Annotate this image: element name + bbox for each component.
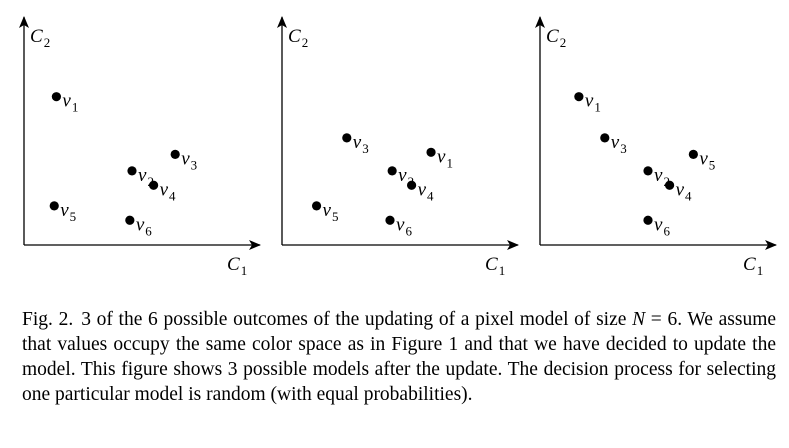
point-label-v1-subscript: 1 xyxy=(594,100,601,115)
point-label-v3-main: v xyxy=(181,148,190,169)
point-label-v2-main: v xyxy=(138,165,147,186)
point-label-v4: v4 xyxy=(160,179,176,203)
data-point-v2 xyxy=(127,166,137,176)
point-label-v1-subscript: 1 xyxy=(446,155,453,170)
point-label-v2-subscript: 2 xyxy=(147,174,154,189)
x-axis-label-subscript: 1 xyxy=(499,263,506,278)
point-label-v4-main: v xyxy=(418,179,427,200)
x-axis-label-subscript: 1 xyxy=(757,263,764,278)
point-label-v2: v2 xyxy=(654,165,670,189)
point-label-v4-main: v xyxy=(160,179,169,200)
point-label-v3-subscript: 3 xyxy=(620,141,627,156)
point-label-v1-main: v xyxy=(437,146,446,167)
point-label-v4-subscript: 4 xyxy=(685,188,692,203)
point-label-v6-subscript: 6 xyxy=(663,223,670,238)
point-label-v6: v6 xyxy=(654,214,670,238)
point-label-v3-subscript: 3 xyxy=(191,157,198,172)
point-label-v4-main: v xyxy=(676,179,685,200)
point-label-v5-subscript: 5 xyxy=(70,209,77,224)
figure-panels: C2C1v1v2v3v4v5v6C2C1v1v2v3v4v5v6C2C1v1v2… xyxy=(19,16,777,278)
point-label-v4: v4 xyxy=(676,179,692,203)
data-point-v2 xyxy=(643,166,653,176)
x-axis-label-main: C xyxy=(227,254,240,275)
point-label-v2-main: v xyxy=(398,165,407,186)
point-label-v2: v2 xyxy=(138,165,154,189)
y-axis-label: C2 xyxy=(30,26,50,50)
point-label-v3: v3 xyxy=(181,148,197,172)
y-axis-label-subscript: 2 xyxy=(44,35,51,50)
x-axis-label-main: C xyxy=(743,254,756,275)
x-axis-label-subscript: 1 xyxy=(241,263,248,278)
point-label-v1-main: v xyxy=(585,91,594,112)
point-label-v5: v5 xyxy=(60,200,76,224)
point-label-v4-subscript: 4 xyxy=(427,188,434,203)
point-label-v4-subscript: 4 xyxy=(169,188,176,203)
point-label-v1: v1 xyxy=(585,91,601,115)
point-label-v5-subscript: 5 xyxy=(709,157,716,172)
point-label-v6-main: v xyxy=(396,214,405,235)
y-axis-label: C2 xyxy=(546,26,566,50)
data-point-v1 xyxy=(574,92,584,102)
data-point-v2 xyxy=(387,166,397,176)
point-label-v6: v6 xyxy=(396,214,412,238)
point-label-v6: v6 xyxy=(136,214,152,238)
y-axis-label-subscript: 2 xyxy=(302,35,309,50)
figure-caption: Fig. 2. 3 of the 6 possible outcomes of t… xyxy=(22,307,776,407)
point-label-v3-main: v xyxy=(611,132,620,153)
point-label-v2-subscript: 2 xyxy=(663,174,670,189)
data-point-v5 xyxy=(311,201,322,211)
point-label-v5: v5 xyxy=(699,148,715,172)
point-label-v4: v4 xyxy=(418,179,434,203)
point-label-v6-main: v xyxy=(136,214,145,235)
point-label-v1-subscript: 1 xyxy=(72,100,79,115)
point-label-v3-subscript: 3 xyxy=(362,141,369,156)
y-axis-label-subscript: 2 xyxy=(560,35,567,50)
data-point-v3 xyxy=(342,133,352,143)
y-axis-label-main: C xyxy=(546,26,559,47)
data-point-v5 xyxy=(49,201,59,211)
x-axis-label: C1 xyxy=(227,254,247,278)
point-label-v6-subscript: 6 xyxy=(405,223,412,238)
caption-text-part-1: 3 of the 6 possible outcomes of the upda… xyxy=(81,309,627,330)
point-label-v3: v3 xyxy=(353,132,369,156)
y-axis-label: C2 xyxy=(288,26,308,50)
x-axis-label-main: C xyxy=(485,254,498,275)
point-label-v6-main: v xyxy=(654,214,663,235)
data-point-v3 xyxy=(170,149,180,159)
point-label-v5-main: v xyxy=(699,148,708,169)
point-label-v2-main: v xyxy=(654,165,663,186)
point-label-v5: v5 xyxy=(323,200,339,224)
data-point-v3 xyxy=(600,133,610,143)
point-label-v1: v1 xyxy=(62,91,78,115)
point-label-v3: v3 xyxy=(611,132,627,156)
data-point-v4 xyxy=(149,180,159,190)
point-label-v1-main: v xyxy=(62,91,71,112)
data-point-v1 xyxy=(51,92,62,102)
point-label-v6-subscript: 6 xyxy=(145,223,152,238)
point-label-v5-main: v xyxy=(60,200,69,221)
point-label-v5-main: v xyxy=(323,200,332,221)
data-point-v4 xyxy=(665,180,675,190)
data-point-v1 xyxy=(426,147,436,157)
caption-text-part-2: . We assume that values occupy the same … xyxy=(22,309,777,405)
point-label-v5-subscript: 5 xyxy=(332,209,339,224)
data-point-v6 xyxy=(125,215,135,225)
data-point-v5 xyxy=(688,149,698,159)
data-point-v6 xyxy=(385,215,395,225)
y-axis-label-main: C xyxy=(288,26,301,47)
point-label-v3-main: v xyxy=(353,132,362,153)
point-label-v1: v1 xyxy=(437,146,453,170)
caption-math-equation: = 6 xyxy=(645,309,678,330)
data-point-v6 xyxy=(643,215,653,225)
caption-math-variable: N xyxy=(632,309,646,330)
caption-figure-label: Fig. 2. xyxy=(22,309,74,330)
data-point-v4 xyxy=(407,180,417,190)
x-axis-label: C1 xyxy=(485,254,505,278)
y-axis-label-main: C xyxy=(30,26,43,47)
x-axis-label: C1 xyxy=(743,254,763,278)
